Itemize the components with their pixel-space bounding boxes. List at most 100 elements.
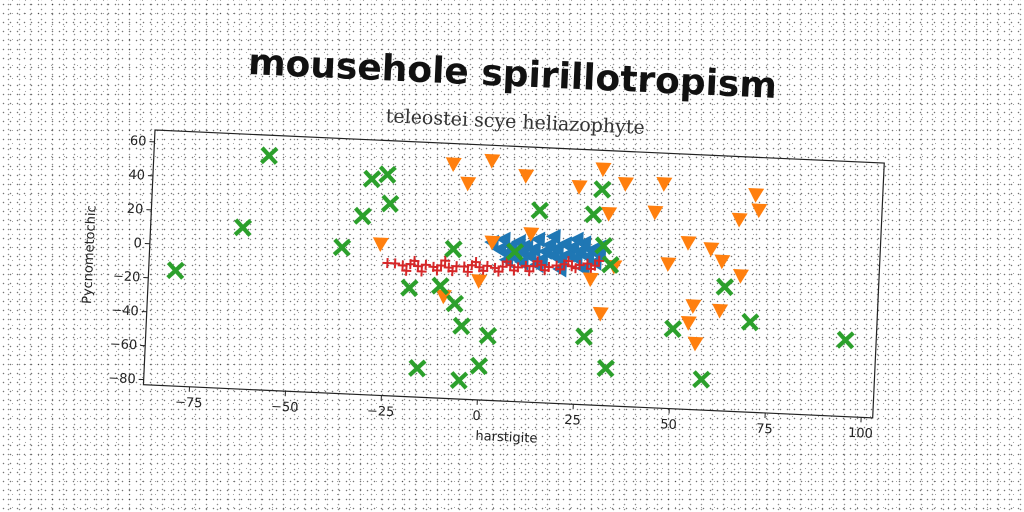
data-point-green <box>166 261 185 280</box>
data-point-orange <box>680 235 697 251</box>
x-axis-ticks: −75 −50 −25 0 25 50 75 100 <box>175 386 873 442</box>
data-point-red <box>497 261 508 272</box>
x-tick-label: 100 <box>848 426 873 442</box>
x-axis-label: harstigite <box>475 429 538 447</box>
x-tick-label: −75 <box>175 395 203 411</box>
data-point-green <box>505 242 525 262</box>
data-point-orange <box>592 306 609 322</box>
y-tick-label: −20 <box>113 269 141 285</box>
data-point-orange <box>484 235 501 251</box>
data-point-red <box>555 264 566 275</box>
data-point-green <box>469 356 489 376</box>
data-point-red <box>528 261 539 272</box>
data-marks <box>166 146 855 390</box>
data-point-blue <box>495 231 511 248</box>
data-point-blue <box>576 235 592 252</box>
data-point-orange <box>471 274 488 289</box>
data-point-green <box>353 206 372 226</box>
data-point-green <box>380 194 400 213</box>
data-point-green <box>378 165 397 184</box>
data-point-blue <box>546 228 561 245</box>
x-tick-label: −25 <box>367 404 395 420</box>
data-point-orange <box>748 187 765 203</box>
data-point-red <box>462 266 473 277</box>
data-point-orange <box>582 272 599 288</box>
data-point-green <box>574 327 594 346</box>
data-point-orange <box>571 179 588 195</box>
y-tick-label: −60 <box>109 337 137 353</box>
data-point-green <box>594 236 613 255</box>
data-point-red <box>563 256 574 267</box>
data-point-red <box>470 256 481 268</box>
data-point-red <box>532 256 543 267</box>
data-point-green <box>692 370 711 389</box>
data-point-green <box>400 278 419 298</box>
data-point-green <box>584 205 603 224</box>
data-point-orange <box>714 254 731 270</box>
data-point-orange <box>703 242 720 257</box>
plot-frame <box>142 129 885 419</box>
data-point-red <box>416 266 427 277</box>
data-point-orange <box>484 153 501 169</box>
data-point-green <box>452 316 471 336</box>
data-point-red <box>508 265 520 276</box>
data-point-orange <box>660 257 677 272</box>
data-point-green <box>663 319 683 339</box>
data-point-blue <box>530 231 546 248</box>
chart-title-group: mousehole spirillotropism teleostei scye… <box>247 42 777 139</box>
data-point-orange <box>656 176 673 192</box>
data-point-orange <box>687 336 704 352</box>
y-tick-label: 0 <box>133 236 142 251</box>
x-tick-label: 0 <box>472 409 481 424</box>
data-point-orange <box>523 227 540 242</box>
y-tick-label: −40 <box>111 303 139 319</box>
data-point-red <box>482 260 493 271</box>
y-tick-label: 20 <box>126 202 143 218</box>
data-point-orange <box>617 176 634 192</box>
data-point-red <box>447 266 458 277</box>
chart-title: mousehole spirillotropism <box>247 42 777 107</box>
data-point-green <box>449 371 469 390</box>
plot-area: −75 −50 −25 0 25 50 75 100 −80−60−40−200204060 … <box>80 129 885 447</box>
data-point-blue <box>568 231 584 248</box>
data-point-red <box>478 265 489 276</box>
data-point-red <box>570 263 581 274</box>
data-point-orange <box>518 169 535 184</box>
y-tick-label: −80 <box>108 371 136 387</box>
data-point-orange <box>732 268 749 284</box>
data-point-red <box>390 258 401 269</box>
data-point-orange <box>445 157 462 172</box>
y-tick-label: 60 <box>130 134 147 150</box>
data-point-blue <box>526 241 541 258</box>
data-point-orange <box>595 162 612 178</box>
y-axis-label: Pycnometochic <box>80 205 99 304</box>
y-axis-ticks: −80 −60 −40 −20 0 20 40 60 <box>108 134 155 387</box>
data-point-red <box>493 266 504 277</box>
chart-subtitle: teleostei scye heliazophyte <box>385 105 645 139</box>
data-point-green <box>836 330 855 350</box>
data-point-red <box>582 258 593 269</box>
data-point-green <box>601 255 620 274</box>
data-point-orange <box>685 299 702 314</box>
x-tick-label: 25 <box>564 413 581 429</box>
data-point-orange <box>731 212 748 228</box>
data-point-red <box>459 261 470 272</box>
data-point-green <box>445 294 465 313</box>
data-point-green <box>408 359 427 378</box>
data-point-orange <box>680 315 697 331</box>
data-point-red <box>524 266 535 277</box>
data-point-red <box>440 255 451 266</box>
data-point-red <box>539 265 550 276</box>
data-point-red <box>409 255 420 266</box>
data-point-orange <box>751 203 768 219</box>
data-point-green <box>530 201 550 220</box>
data-point-green <box>430 276 450 296</box>
y-tick-label: 40 <box>128 168 145 184</box>
data-point-red <box>397 260 408 271</box>
data-point-orange <box>647 205 664 221</box>
data-point-green <box>259 146 279 165</box>
data-point-green <box>740 312 760 332</box>
data-point-red <box>401 265 412 276</box>
data-point-red <box>594 255 605 266</box>
